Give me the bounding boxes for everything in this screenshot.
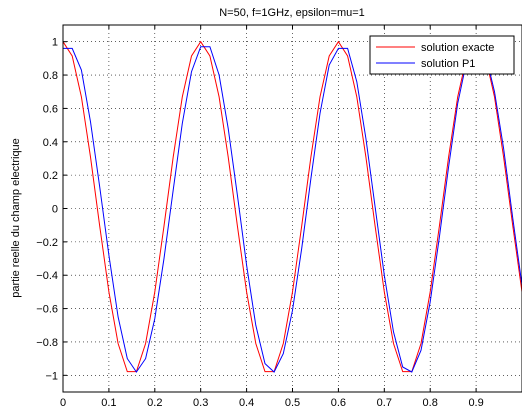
x-tick-label: 0.7 [377, 397, 392, 409]
y-axis-label: partie reelle du champ electrique [10, 138, 22, 298]
y-tick-label: 0.6 [43, 103, 58, 115]
chart-title: N=50, f=1GHz, epsilon=mu=1 [219, 7, 365, 19]
y-tick-label: −0.2 [36, 237, 58, 249]
grid [63, 25, 522, 392]
series-line-solution-p1 [63, 42, 522, 373]
y-tick-label: −0.8 [36, 337, 58, 349]
axis-ticks: 0 0.1 0.2 0.3 0.4 0.5 0.6 0.7 0.8 0.9 1 0.8 0.6 0.4 0.… [36, 25, 484, 409]
legend: solution exacte solution P1 [369, 35, 515, 75]
x-tick-label: 0.4 [239, 397, 254, 409]
y-tick-label: −1 [45, 370, 58, 382]
series-line-solution-exacte [62, 40, 522, 373]
y-tick-label: −0.4 [36, 270, 58, 282]
y-tick-label: 0.2 [43, 170, 58, 182]
y-tick-label: 0.4 [43, 137, 58, 149]
y-tick-label: 1 [52, 37, 58, 49]
x-tick-label: 0.3 [193, 397, 208, 409]
x-tick-label: 0.6 [331, 397, 346, 409]
x-tick-label: 0.1 [101, 397, 116, 409]
y-tick-label: −0.6 [36, 304, 58, 316]
legend-label-p1: solution P1 [421, 58, 475, 70]
x-tick-label: 0.2 [147, 397, 162, 409]
x-tick-label: 0.5 [285, 397, 300, 409]
x-tick-label: 0.8 [423, 397, 438, 409]
legend-label-exacte: solution exacte [421, 42, 494, 54]
y-tick-label: 0.8 [43, 70, 58, 82]
x-tick-label: 0.9 [468, 397, 483, 409]
legend-box [369, 35, 515, 75]
x-tick-label: 0 [60, 397, 66, 409]
series-lines [62, 40, 522, 373]
y-tick-label: 0 [52, 204, 58, 216]
